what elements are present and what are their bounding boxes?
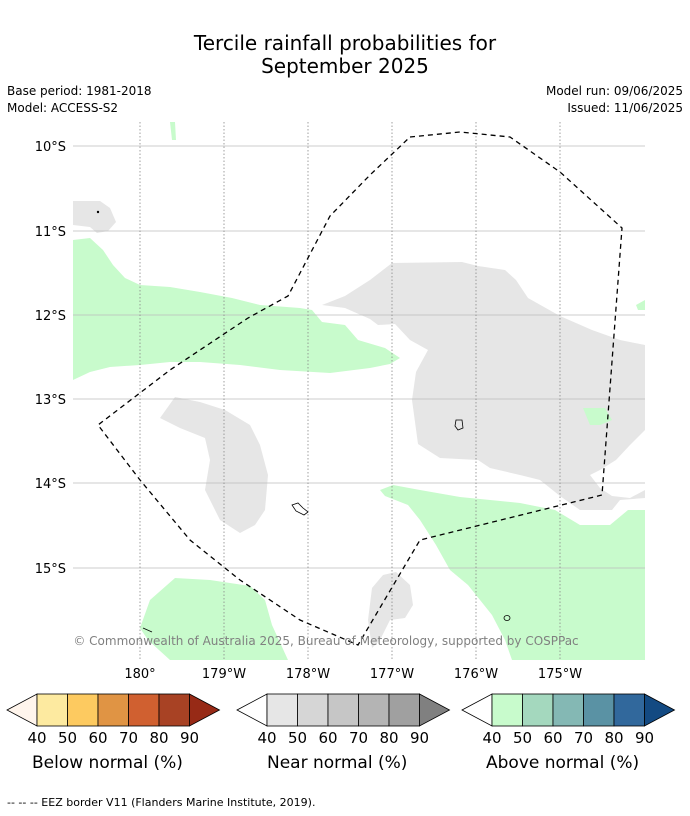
colorbar-tick-label: 80	[379, 729, 398, 747]
colorbar-extend-low	[236, 693, 268, 727]
title-line-1: Tercile rainfall probabilities for	[193, 31, 497, 55]
lon-label: 175°W	[538, 667, 582, 682]
lat-label: 12°S	[35, 309, 66, 324]
colorbar-tick-label: 70	[574, 729, 593, 747]
island-1	[454, 419, 464, 431]
colorbar-tick-label: 50	[288, 729, 307, 747]
below-normal-label: Below normal (%)	[32, 753, 183, 773]
island-5	[142, 627, 153, 633]
lon-label: 177°W	[370, 667, 414, 682]
eez-border	[97, 131, 623, 646]
lat-label: 15°S	[35, 562, 66, 577]
base-period: Base period: 1981-2018	[7, 84, 152, 98]
lon-label: 178°W	[286, 667, 330, 682]
lon-axis: 180° 179°W 178°W 177°W 176°W 175°W	[124, 667, 582, 682]
title-line-2: September 2025	[261, 54, 429, 78]
lat-label: 10°S	[35, 140, 66, 155]
colorbar-segment	[266, 693, 298, 727]
island-3	[503, 615, 511, 621]
colorbar-tick-label: 90	[180, 729, 199, 747]
lon-label: 180°	[124, 667, 155, 682]
colorbar-segment	[327, 693, 359, 727]
colorbar-segment	[67, 693, 99, 727]
island-2	[291, 502, 309, 516]
colorbar-segment	[36, 693, 68, 727]
meta-left: Base period: 1981-2018 Model: ACCESS-S2	[7, 83, 152, 117]
colorbar-tick-label: 80	[604, 729, 623, 747]
above-normal-colorbar: 40 50 60 70 80 90	[461, 693, 676, 747]
issued-date: Issued: 11/06/2025	[567, 101, 683, 115]
colorbar-segment	[552, 693, 584, 727]
near-normal-regions	[73, 201, 645, 648]
lat-gridlines	[73, 145, 645, 569]
lat-label: 11°S	[35, 225, 66, 240]
map-title: Tercile rainfall probabilities for Septe…	[0, 32, 690, 78]
colorbars: 40 50 60 70 80 90 40 50 60 70 80 90 40 50 60 70 80 90	[6, 693, 676, 747]
copyright-text: © Commonwealth of Australia 2025, Bureau…	[73, 634, 578, 648]
colorbar-extend-high	[189, 693, 221, 727]
model-run: Model run: 09/06/2025	[545, 84, 683, 98]
below-normal-colorbar: 40 50 60 70 80 90	[6, 693, 221, 747]
colorbar-segment	[158, 693, 190, 727]
colorbar-segment	[358, 693, 390, 727]
eez-footnote: -- -- -- EEZ border V11 (Flanders Marine…	[7, 796, 316, 809]
colorbar-tick-label: 80	[149, 729, 168, 747]
lat-axis: 10°S 11°S 12°S 13°S 14°S 15°S	[35, 140, 66, 577]
meta-right: Model run: 09/06/2025 Issued: 11/06/2025	[546, 83, 683, 117]
colorbar-extend-low	[6, 693, 38, 727]
colorbar-tick-label: 60	[88, 729, 107, 747]
colorbar-tick-label: 70	[119, 729, 138, 747]
lon-label: 176°W	[454, 667, 498, 682]
colorbar-segment	[491, 693, 523, 727]
colorbar-tick-label: 60	[543, 729, 562, 747]
colorbar-tick-label: 40	[257, 729, 276, 747]
near-normal-colorbar: 40 50 60 70 80 90	[236, 693, 451, 747]
colorbar-tick-label: 60	[318, 729, 337, 747]
colorbar-tick-label: 70	[349, 729, 368, 747]
colorbar-segment	[297, 693, 329, 727]
lon-gridlines	[139, 122, 561, 660]
colorbar-tick-label: 90	[635, 729, 654, 747]
colorbar-tick-label: 50	[513, 729, 532, 747]
near-normal-label: Near normal (%)	[267, 753, 408, 773]
lat-label: 13°S	[35, 393, 66, 408]
colorbar-segment	[522, 693, 554, 727]
colorbar-segment	[97, 693, 129, 727]
lat-label: 14°S	[35, 477, 66, 492]
above-normal-label: Above normal (%)	[486, 753, 640, 773]
island-4	[96, 210, 100, 214]
colorbar-tick-label: 50	[58, 729, 77, 747]
colorbar-tick-label: 40	[27, 729, 46, 747]
colorbar-segment	[613, 693, 645, 727]
colorbar-segment	[583, 693, 615, 727]
colorbar-extend-low	[461, 693, 493, 727]
model-name: Model: ACCESS-S2	[7, 101, 119, 115]
colorbar-extend-high	[644, 693, 676, 727]
colorbar-tick-label: 90	[410, 729, 429, 747]
colorbar-segment	[128, 693, 160, 727]
islands	[96, 210, 511, 633]
above-normal-regions	[73, 122, 645, 660]
colorbar-segment	[388, 693, 420, 727]
colorbar-tick-label: 40	[482, 729, 501, 747]
colorbar-extend-high	[419, 693, 451, 727]
lon-label: 179°W	[202, 667, 246, 682]
